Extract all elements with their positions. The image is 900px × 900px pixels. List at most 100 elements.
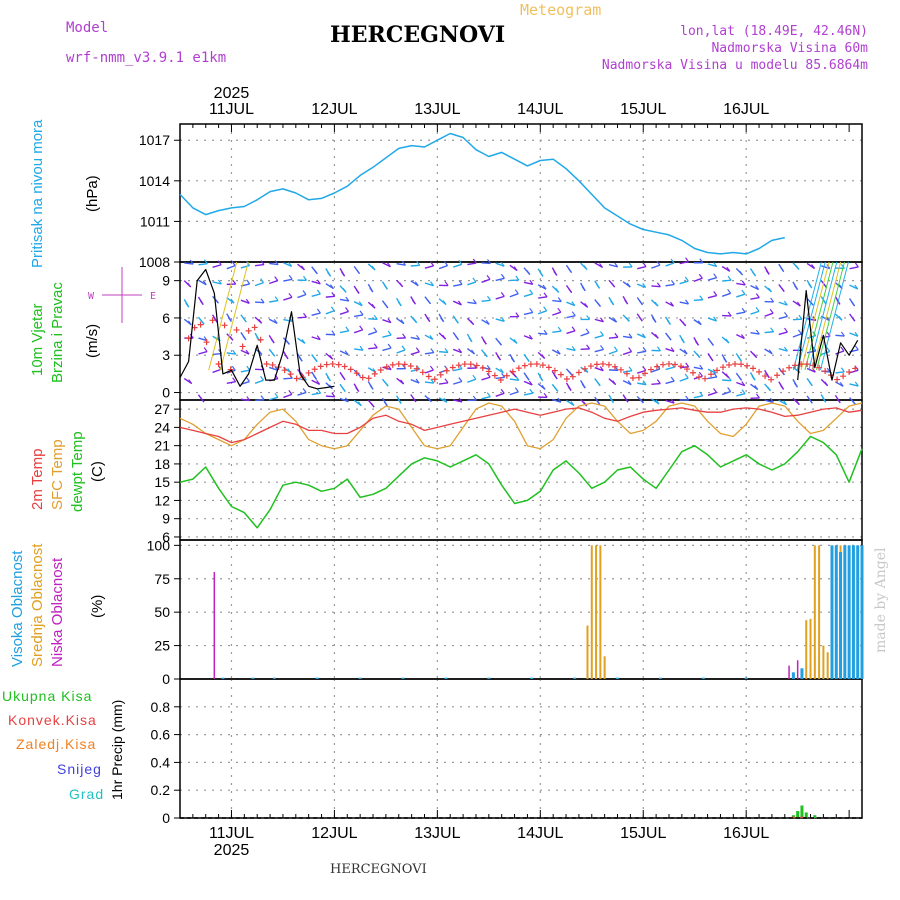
wind-barb [707, 317, 717, 322]
wind-barb-flag [755, 285, 760, 290]
wind-barb-flag [219, 377, 222, 381]
wind-barb-flag [529, 279, 534, 285]
wind-barb-flag [414, 281, 419, 287]
wind-barb-flag [765, 270, 770, 275]
wind-barb-flag [751, 271, 756, 277]
wind-barb [509, 378, 519, 381]
wind-barb-flag [581, 383, 586, 389]
wind-barb-flag [670, 301, 674, 307]
gust-marker [245, 327, 252, 334]
wind-barb-flag [723, 357, 728, 363]
wind-barb [736, 393, 746, 397]
wind-barb-flag [557, 326, 562, 332]
wind-barb-flag [356, 269, 360, 274]
wind-barb-flag [738, 376, 743, 381]
wind-barb-flag [373, 327, 378, 333]
precip-conv-label: Konvek.Kisa [8, 712, 97, 728]
elevation-label: Nadmorska Visina 60m [711, 41, 868, 56]
wind-barb-flag [783, 346, 788, 352]
wind-barb-flag [628, 262, 633, 268]
wind-barb-flag [486, 274, 491, 280]
cloud-bar [590, 545, 593, 679]
wind-barb [354, 314, 364, 318]
gust-marker [581, 365, 588, 372]
wind-barb-flag [359, 345, 364, 351]
wind-barb-flag [387, 318, 392, 323]
gust-marker [726, 361, 733, 368]
panel-frame [179, 261, 863, 401]
wind-barb-flag [555, 287, 560, 293]
precip-bar [813, 815, 817, 818]
gust-marker [756, 368, 763, 375]
wind-barb [580, 332, 590, 337]
wind-barb-flag [187, 320, 192, 326]
gust-marker [353, 370, 360, 377]
wind-barb-flag [698, 371, 703, 377]
wind-barb-flag [808, 381, 813, 387]
compass-e: E [150, 291, 156, 302]
wind-barb [325, 310, 335, 315]
wind-barb [424, 381, 434, 384]
wind-barb [254, 281, 264, 287]
panel-frame [179, 678, 863, 819]
cloud-bar [830, 545, 834, 679]
gust-marker [641, 370, 648, 377]
wind-barb-flag [854, 331, 859, 337]
wind-hatch [819, 261, 849, 371]
wind-barb-flag [200, 397, 205, 403]
wind-barb-flag [725, 338, 730, 344]
wind-barb-flag [680, 338, 685, 344]
wind-barb-flag [553, 271, 558, 276]
wind-barb-flag [472, 374, 477, 380]
wind-barb [594, 334, 604, 339]
wind-barb-flag [203, 347, 208, 352]
gust-marker [852, 365, 859, 372]
wind-barb-flag [341, 387, 346, 392]
precip-total-label: Ukupna Kisa [2, 688, 93, 704]
gust-marker [443, 367, 450, 374]
y-tick-label: 27 [154, 401, 170, 417]
gust-marker [569, 373, 576, 380]
wind-barb [707, 391, 717, 397]
gust-marker [690, 369, 697, 376]
wind-barb [254, 379, 264, 384]
wind-barb-flag [553, 374, 558, 380]
wind-barb-flag [854, 381, 859, 387]
wind-barb-flag [584, 302, 589, 308]
gust-marker [762, 373, 769, 380]
wind-barb [424, 265, 434, 269]
wind-barb [622, 380, 632, 386]
wind-barb-flag [214, 298, 219, 304]
wind-barb-flag [596, 381, 601, 387]
wind-barb [283, 262, 292, 268]
wind-barb-flag [755, 329, 760, 335]
wind-barb-flag [656, 282, 661, 288]
wind-barb-flag [543, 392, 548, 398]
wind-barb-flag [217, 279, 222, 285]
wind-barb [736, 282, 746, 286]
wind-barb-flag [204, 364, 207, 368]
wind-barb [821, 265, 831, 270]
wind-barb-flag [755, 293, 760, 298]
gust-marker [323, 361, 330, 368]
wind-barb [268, 318, 278, 325]
wind-barb-flag [458, 259, 463, 265]
wind-barb-flag [274, 296, 279, 301]
year-label-bottom: 2025 [214, 842, 250, 859]
wind-barb [325, 295, 335, 298]
gust-marker [702, 375, 709, 382]
wind-barb [736, 311, 746, 315]
wind-barb [311, 312, 321, 317]
wind-barb [198, 350, 208, 355]
wind-barb [538, 296, 548, 299]
wind-barb-flag [685, 362, 690, 368]
cloud-bar [358, 677, 362, 679]
sfc-temp-line [179, 402, 863, 450]
wind-barb-flag [512, 372, 517, 378]
wind-barb-flag [543, 329, 548, 335]
wind-barb-flag [755, 393, 760, 399]
gust-marker [347, 366, 354, 373]
day-label-bottom: 14JUL [517, 825, 563, 842]
gust-marker [311, 366, 318, 373]
gust-marker [491, 372, 498, 379]
